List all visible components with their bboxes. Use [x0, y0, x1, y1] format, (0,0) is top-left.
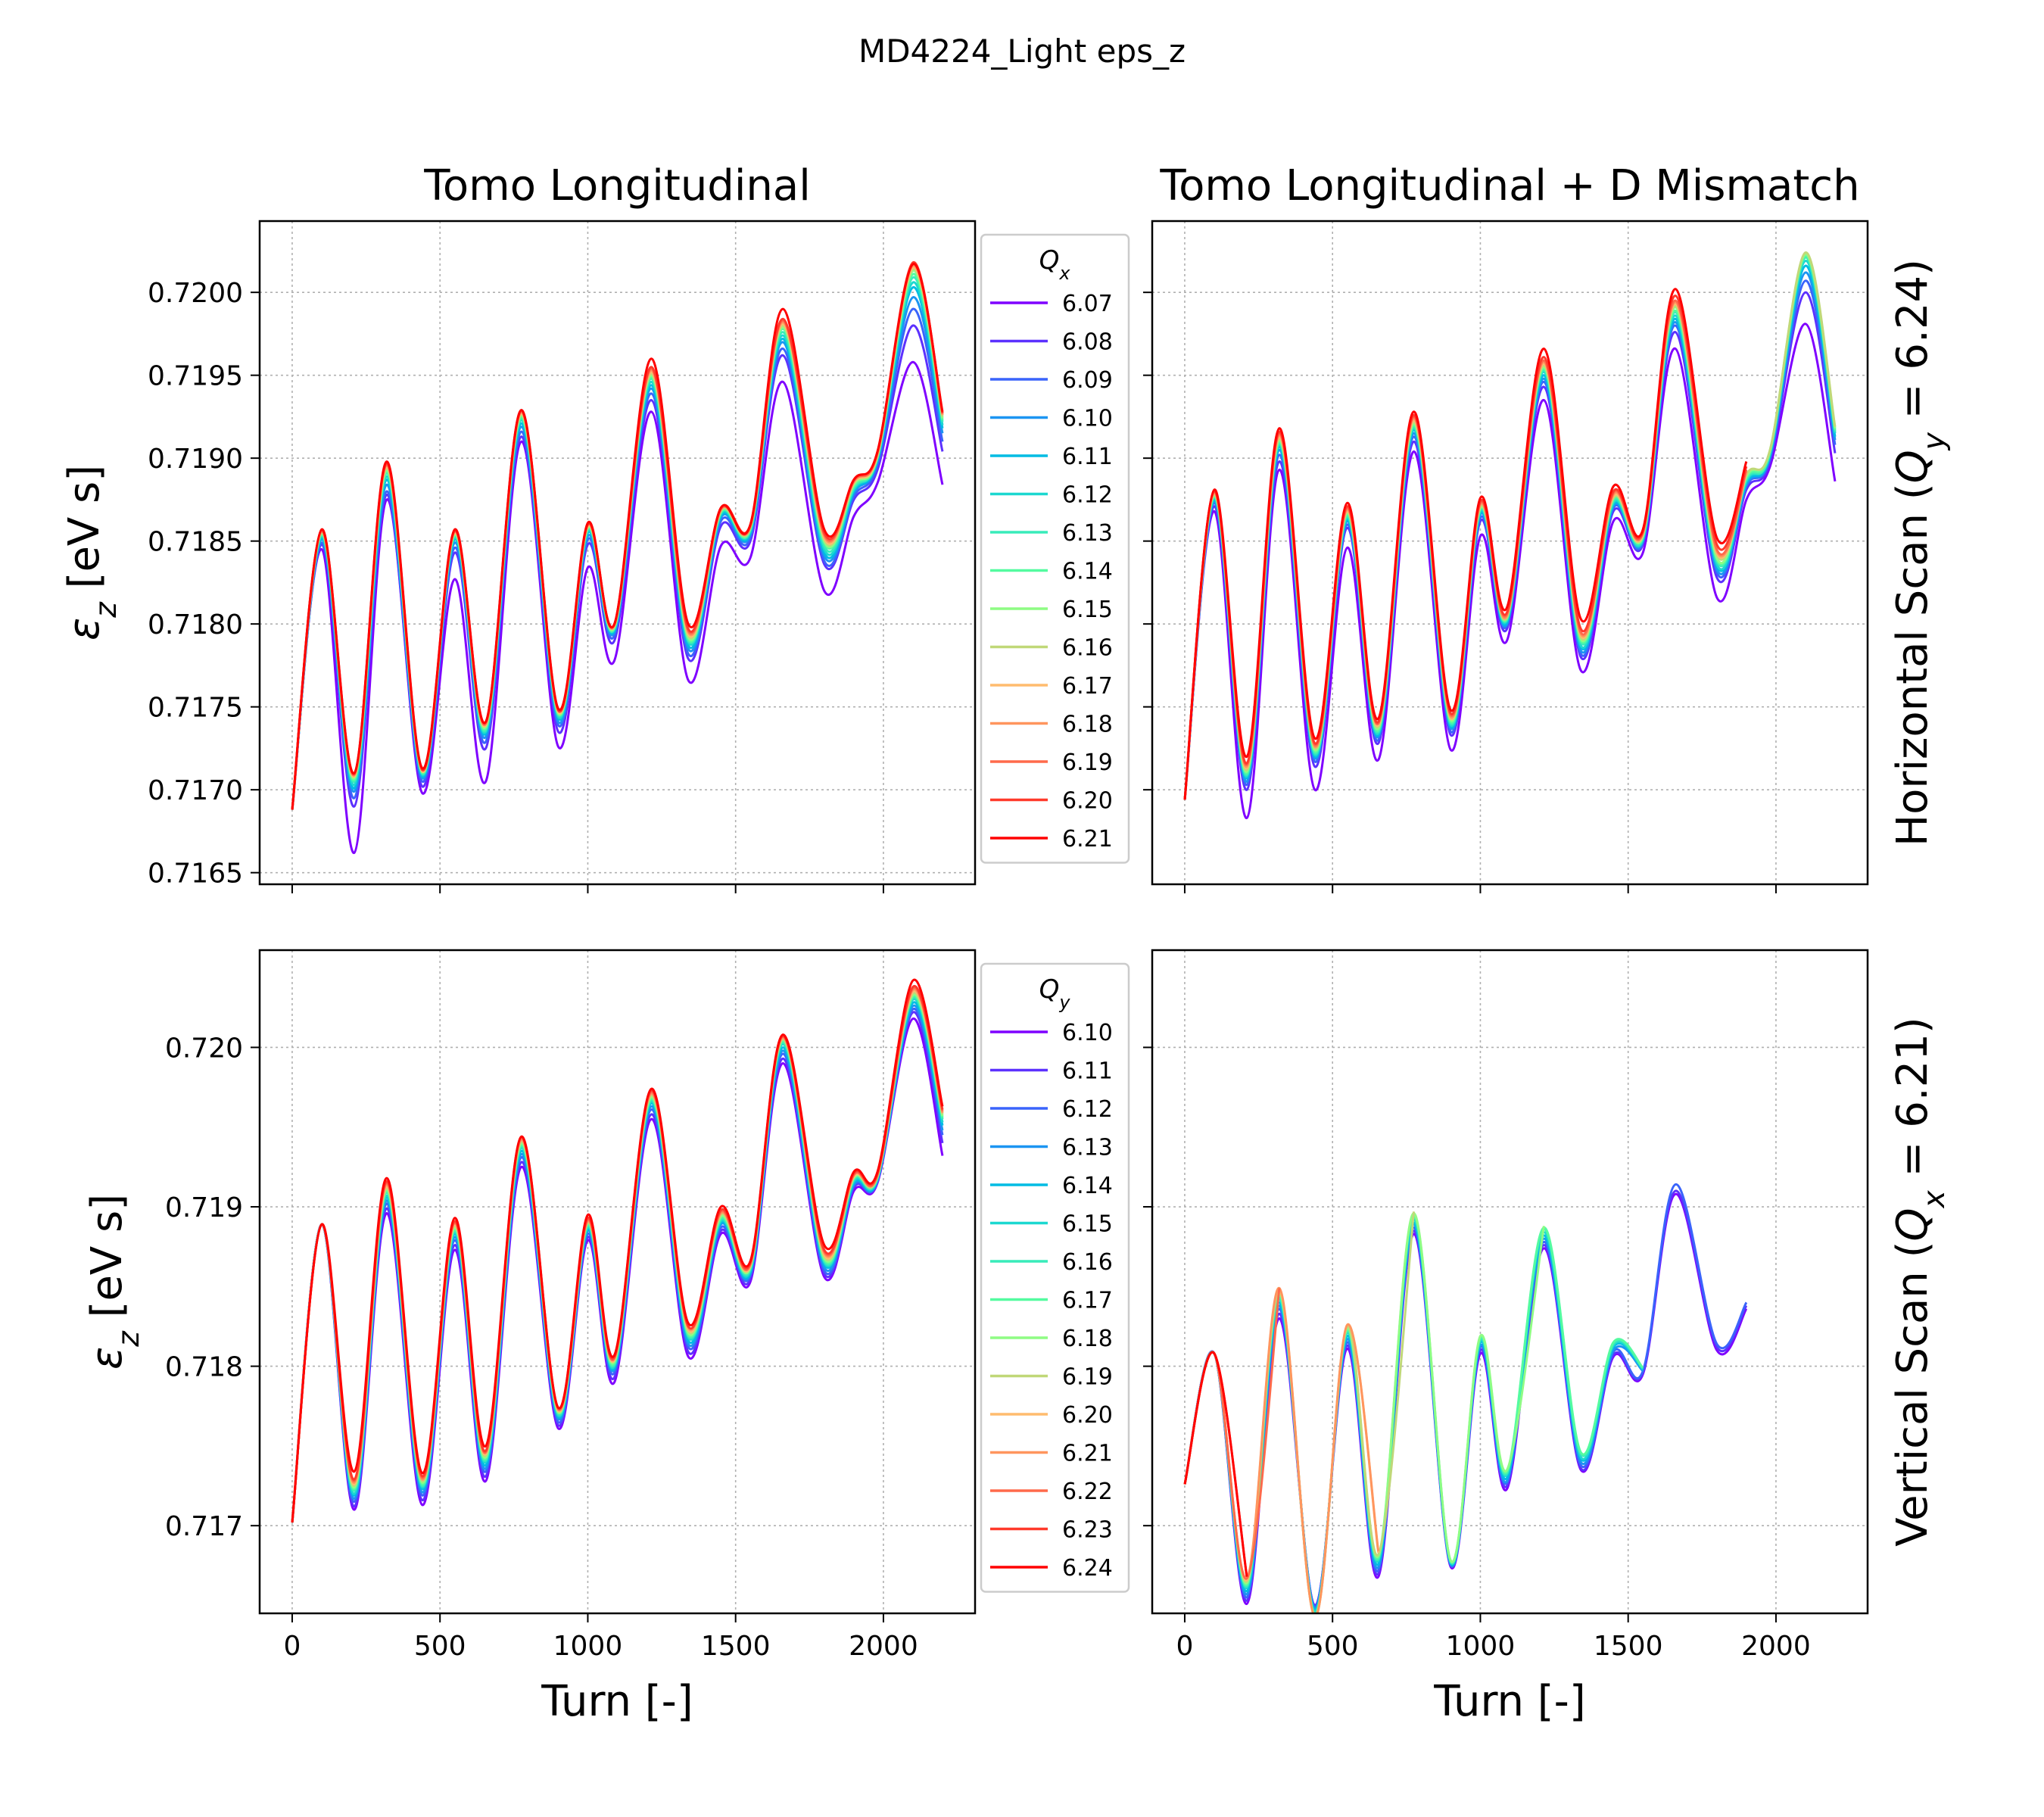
legend-entry: 6.20	[1062, 788, 1113, 815]
y-axis-label: εz​ [eV s]	[83, 1194, 146, 1370]
x-tick-label: 500	[1307, 1631, 1359, 1662]
legend-entry: 6.21	[1062, 1441, 1113, 1467]
legend: Qy​ 6.10 6.11 6.12 6.13 6.14 6.15 6.16 6.17 6.18 6…	[980, 962, 1130, 1593]
legend-entry: 6.22	[1062, 1479, 1113, 1505]
x-tick-label: 2000	[1741, 1631, 1811, 1662]
legend-entry: 6.16	[1062, 1249, 1113, 1276]
plot-area: 0.71650.71700.71750.71800.71850.71900.71…	[60, 161, 1952, 1726]
x-tick-label: 500	[414, 1631, 466, 1662]
y-tick-label: 0.7165	[148, 859, 243, 890]
figure-title: MD4224_Light eps_z	[858, 33, 1186, 70]
legend-entry: 6.08	[1062, 329, 1113, 356]
grid-lines	[1152, 950, 1868, 1613]
series-group	[291, 978, 944, 1523]
legend-box	[980, 233, 1130, 864]
y-tick-label: 0.7190	[148, 444, 243, 475]
legend-entry: 6.09	[1062, 367, 1113, 394]
series-group	[1183, 1183, 1748, 1613]
legend-entry: 6.19	[1062, 1364, 1113, 1391]
legend-entry: 6.17	[1062, 673, 1113, 700]
x-axis-label: Turn [-]	[541, 1677, 693, 1726]
legend-entry: 6.11	[1062, 1058, 1113, 1085]
series-line-6.08	[1183, 291, 1837, 800]
series-line-6.07	[1183, 323, 1837, 819]
legend-entry: 6.07	[1062, 291, 1113, 317]
legend-entry: 6.24	[1062, 1555, 1113, 1582]
x-tick-label: 0	[284, 1631, 301, 1662]
series-line-6.21	[1183, 288, 1748, 800]
legend: Qx​ 6.07 6.08 6.09 6.10 6.11 6.12 6.13 6.14 6.15 6…	[980, 233, 1130, 864]
legend-box	[980, 962, 1130, 1593]
series-group	[291, 261, 944, 854]
series-line-6.24	[1183, 1351, 1248, 1577]
axes-frame	[258, 949, 977, 1615]
axes-frame	[258, 220, 977, 886]
grid-lines	[260, 221, 975, 884]
legend-entry: 6.15	[1062, 597, 1113, 623]
legend-entry: 6.18	[1062, 1326, 1113, 1352]
y-tick-label: 0.7195	[148, 361, 243, 392]
axes-frame	[1151, 220, 1869, 886]
y-axis-label: εz​ [eV s]	[60, 465, 123, 640]
legend-title: Qy​	[1039, 974, 1071, 1013]
x-tick-label: 0	[1176, 1631, 1194, 1662]
legend-entry: 6.17	[1062, 1288, 1113, 1314]
legend-entry: 6.21	[1062, 826, 1113, 852]
legend-entry: 6.10	[1062, 1020, 1113, 1046]
y-tick-label: 0.7200	[148, 278, 243, 309]
legend-entry: 6.11	[1062, 444, 1113, 470]
y-tick-label: 0.718	[165, 1352, 243, 1383]
y-tick-label: 0.7180	[148, 609, 243, 640]
y-tick-label: 0.717	[165, 1511, 243, 1542]
subplot-top-left: 0.7165 0.7170 0.7175 0.7180 0.7185 0.7190 0.71…	[60, 161, 1130, 893]
y-tick-label: 0.7170	[148, 775, 243, 806]
legend-entry: 6.14	[1062, 1173, 1113, 1199]
x-tick-label: 1000	[1446, 1631, 1516, 1662]
subplot-bottom-left: 0 500 1000 1500 2000 0.717 0.718 0.719 0.720 Turn…	[83, 949, 1130, 1726]
axes-frame	[1151, 949, 1869, 1615]
series-line-6.21	[291, 263, 944, 810]
legend-entry: 6.13	[1062, 520, 1113, 547]
series-line-6.07	[291, 360, 944, 854]
legend-entry: 6.12	[1062, 482, 1113, 509]
y-tick-label: 0.7175	[148, 693, 243, 724]
subplot-top-right: Tomo Longitudinal + D Mismatch Horizontal…	[1143, 161, 1952, 893]
legend-entry: 6.14	[1062, 559, 1113, 585]
x-axis-label: Turn [-]	[1433, 1677, 1585, 1726]
side-scan-label: Vertical Scan (Qx​ = 6.21)	[1888, 1017, 1952, 1547]
subplot-bottom-right: 0 500 1000 1500 2000 Turn [-] Vertical Scan (Q…	[1143, 949, 1952, 1726]
x-tick-label: 1000	[553, 1631, 623, 1662]
legend-entry: 6.19	[1062, 750, 1113, 776]
legend-entry: 6.18	[1062, 712, 1113, 738]
x-tick-label: 2000	[849, 1631, 918, 1662]
y-tick-label: 0.720	[165, 1033, 243, 1064]
x-tick-label: 1500	[1594, 1631, 1663, 1662]
grid-lines	[1152, 221, 1868, 884]
legend-entry: 6.16	[1062, 635, 1113, 662]
subplot-title: Tomo Longitudinal + D Mismatch	[1159, 161, 1859, 210]
y-tick-label: 0.7185	[148, 527, 243, 558]
legend-entry: 6.20	[1062, 1402, 1113, 1429]
x-tick-label: 1500	[701, 1631, 771, 1662]
series-group	[1183, 251, 1837, 819]
y-tick-label: 0.719	[165, 1192, 243, 1223]
legend-entry: 6.10	[1062, 406, 1113, 432]
side-scan-label: Horizontal Scan (Qy​ = 6.24)	[1888, 259, 1952, 846]
series-line-6.24	[291, 978, 944, 1523]
legend-title: Qx​	[1039, 245, 1071, 284]
grid-lines	[260, 950, 975, 1613]
legend-entry: 6.13	[1062, 1135, 1113, 1161]
legend-entry: 6.15	[1062, 1211, 1113, 1238]
subplot-title: Tomo Longitudinal	[423, 161, 811, 210]
legend-entry: 6.23	[1062, 1517, 1113, 1544]
legend-entry: 6.12	[1062, 1096, 1113, 1123]
series-line-6.23	[291, 985, 944, 1523]
